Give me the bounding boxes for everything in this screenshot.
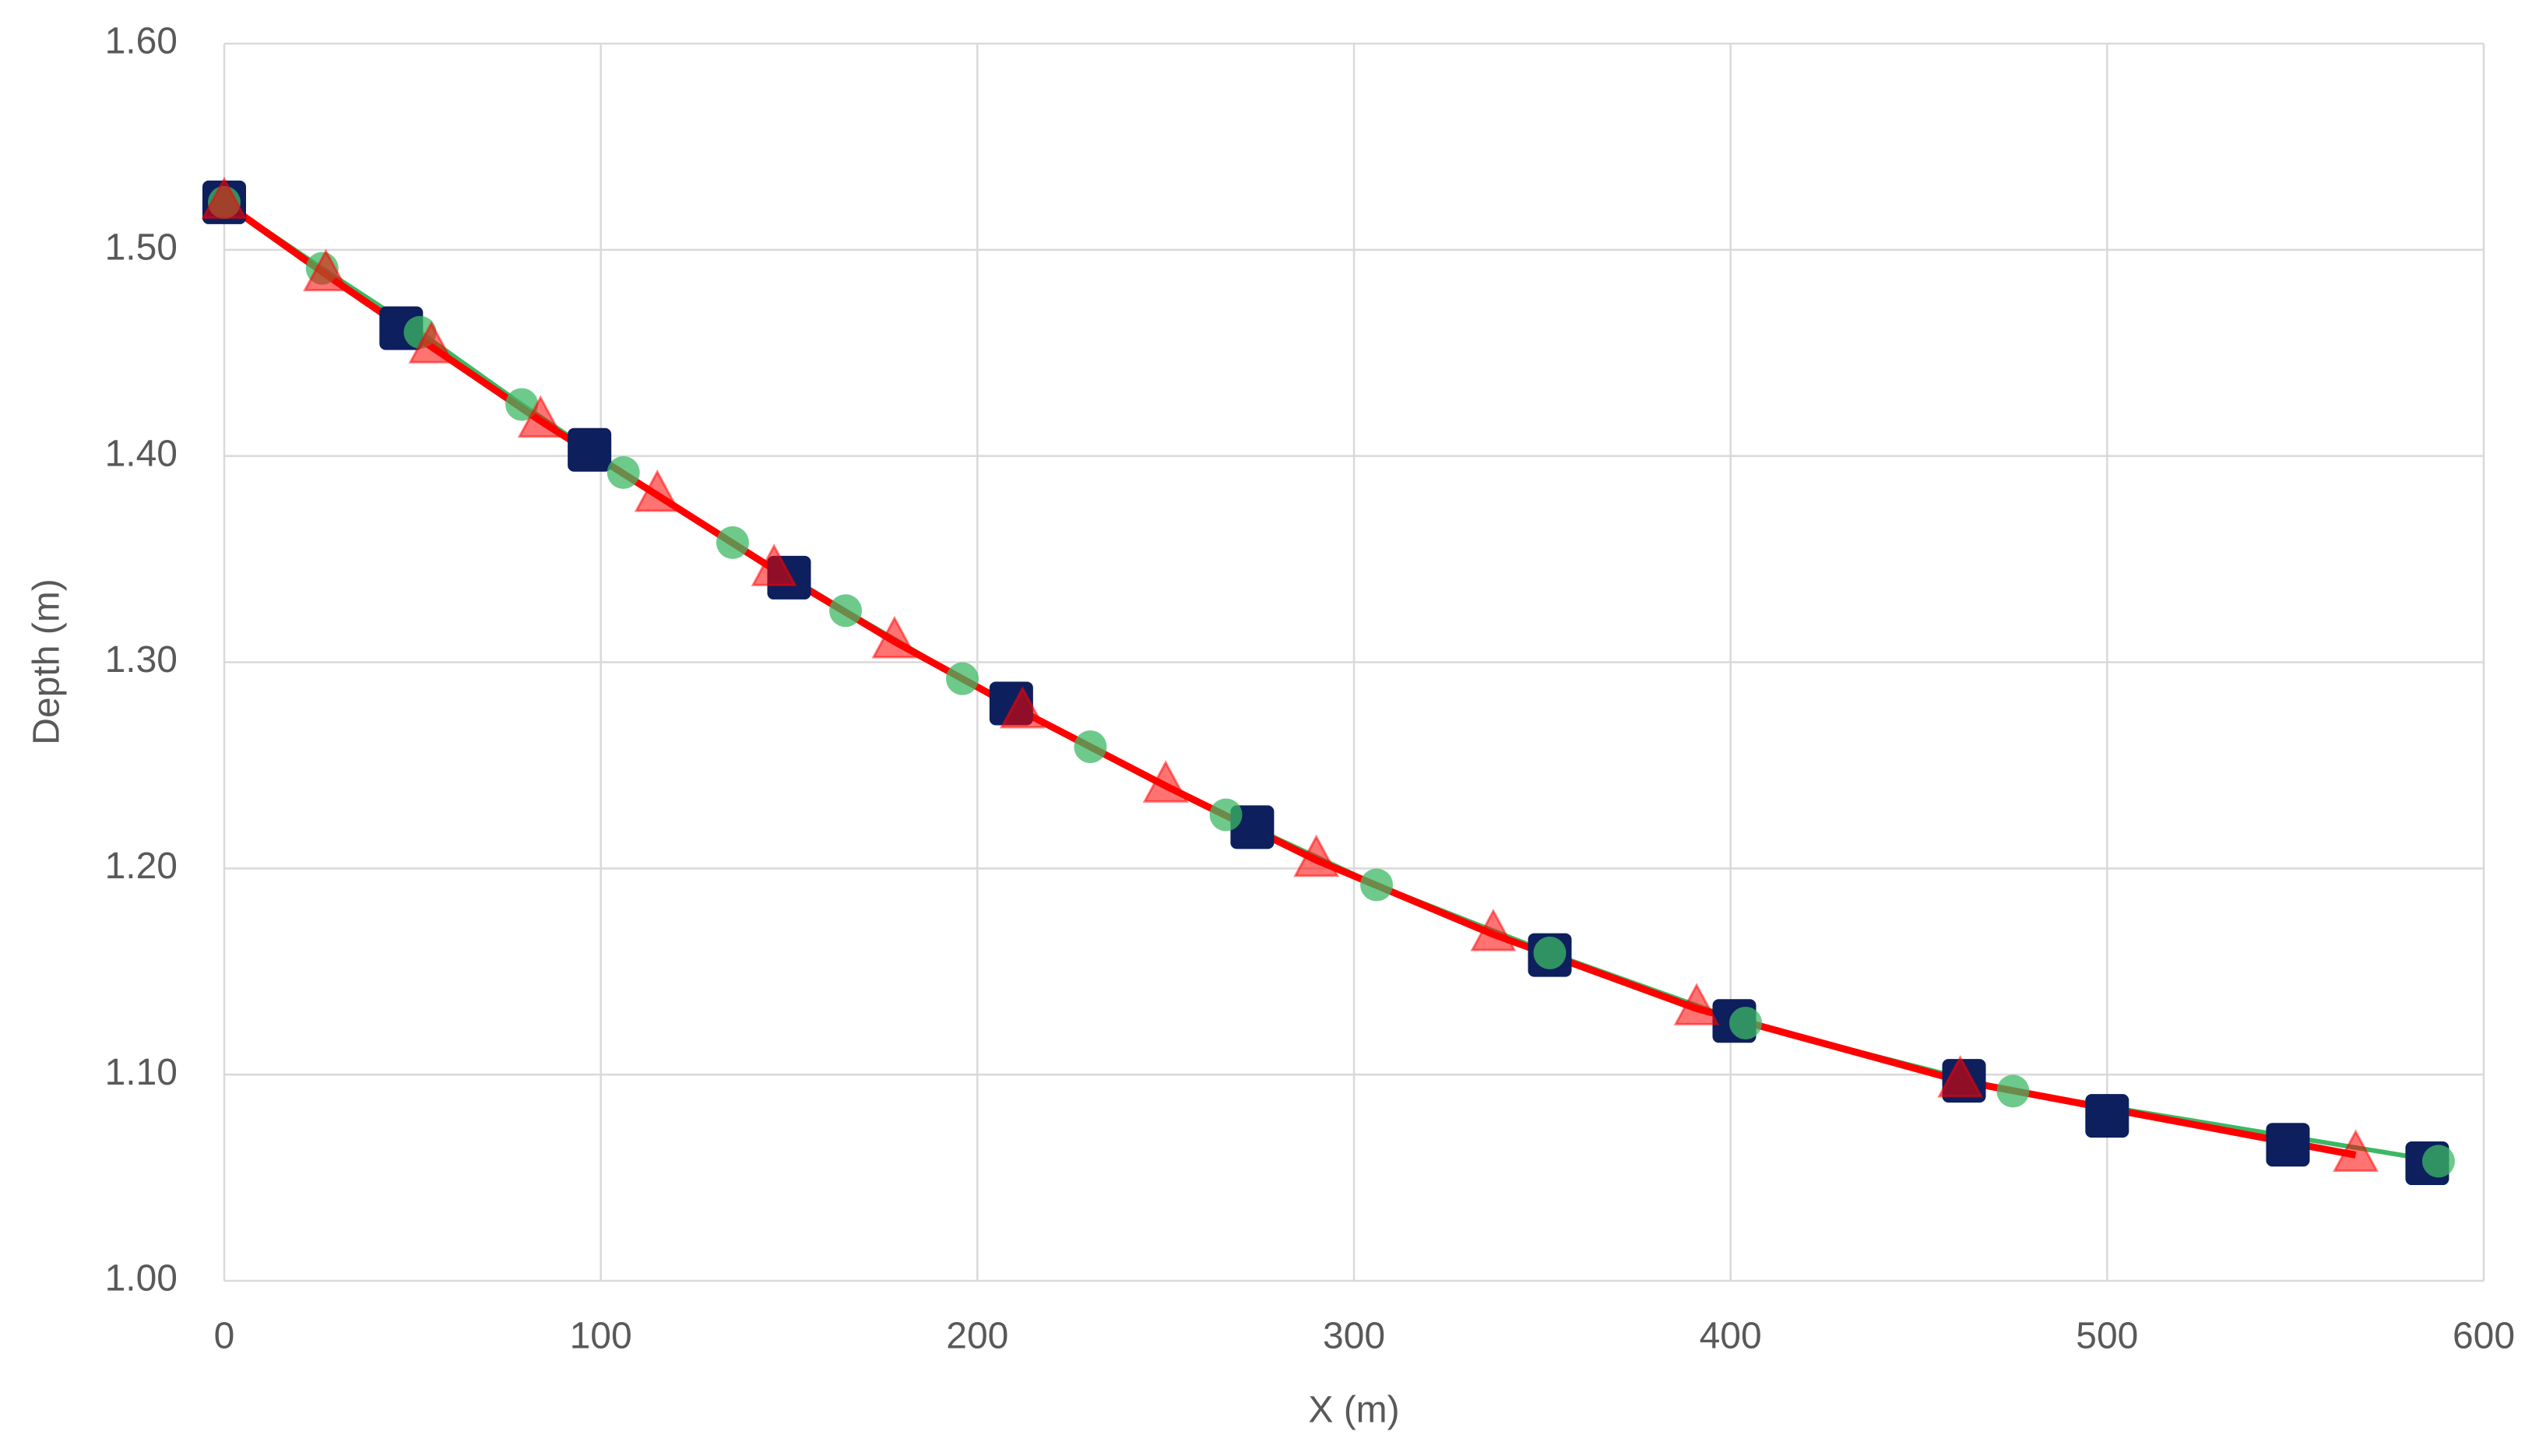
point	[1996, 1074, 2030, 1108]
point	[945, 662, 979, 695]
point	[505, 388, 539, 421]
grid	[223, 42, 2485, 1282]
point	[1937, 1054, 1984, 1098]
point	[408, 321, 455, 364]
y-tick-label: 1.50	[105, 227, 178, 269]
point	[2085, 1094, 2129, 1138]
point	[2266, 1123, 2310, 1167]
point	[1293, 834, 1340, 877]
y-tick-label: 1.20	[105, 846, 178, 887]
y-tick-label: 1.60	[105, 21, 178, 62]
point	[1209, 798, 1243, 832]
y-tick-label: 1.40	[105, 433, 178, 474]
point	[716, 526, 749, 559]
x-tick-label: 300	[1323, 1316, 1385, 1357]
x-tick-label: 200	[946, 1316, 1008, 1357]
y-tick-label: 1.00	[105, 1258, 178, 1299]
point	[607, 455, 640, 489]
point	[1074, 730, 1107, 764]
point	[634, 469, 680, 512]
x-tick-label: 600	[2453, 1316, 2515, 1357]
x-tick-label: 500	[2076, 1316, 2138, 1357]
point	[1673, 983, 1720, 1025]
point	[871, 615, 918, 659]
x-tick-label: 400	[1700, 1316, 1762, 1357]
point	[1360, 868, 1394, 902]
point	[2421, 1145, 2455, 1178]
point	[829, 594, 863, 628]
x-axis-label: X (m)	[1308, 1390, 1399, 1431]
point	[201, 176, 248, 220]
y-tick-label: 1.30	[105, 639, 178, 681]
point	[1470, 908, 1517, 951]
point	[517, 395, 564, 438]
point	[2333, 1129, 2379, 1172]
x-tick-label: 100	[570, 1316, 632, 1357]
point	[568, 427, 612, 472]
y-axis-label: Depth (m)	[26, 579, 68, 744]
point	[1533, 936, 1567, 969]
x-tick-label: 0	[214, 1316, 235, 1357]
point	[303, 248, 350, 292]
point	[1142, 760, 1189, 803]
series-line	[222, 199, 2357, 1159]
point	[1729, 1006, 1763, 1039]
point	[751, 543, 797, 586]
y-tick-label: 1.10	[105, 1052, 178, 1093]
point	[999, 685, 1046, 729]
